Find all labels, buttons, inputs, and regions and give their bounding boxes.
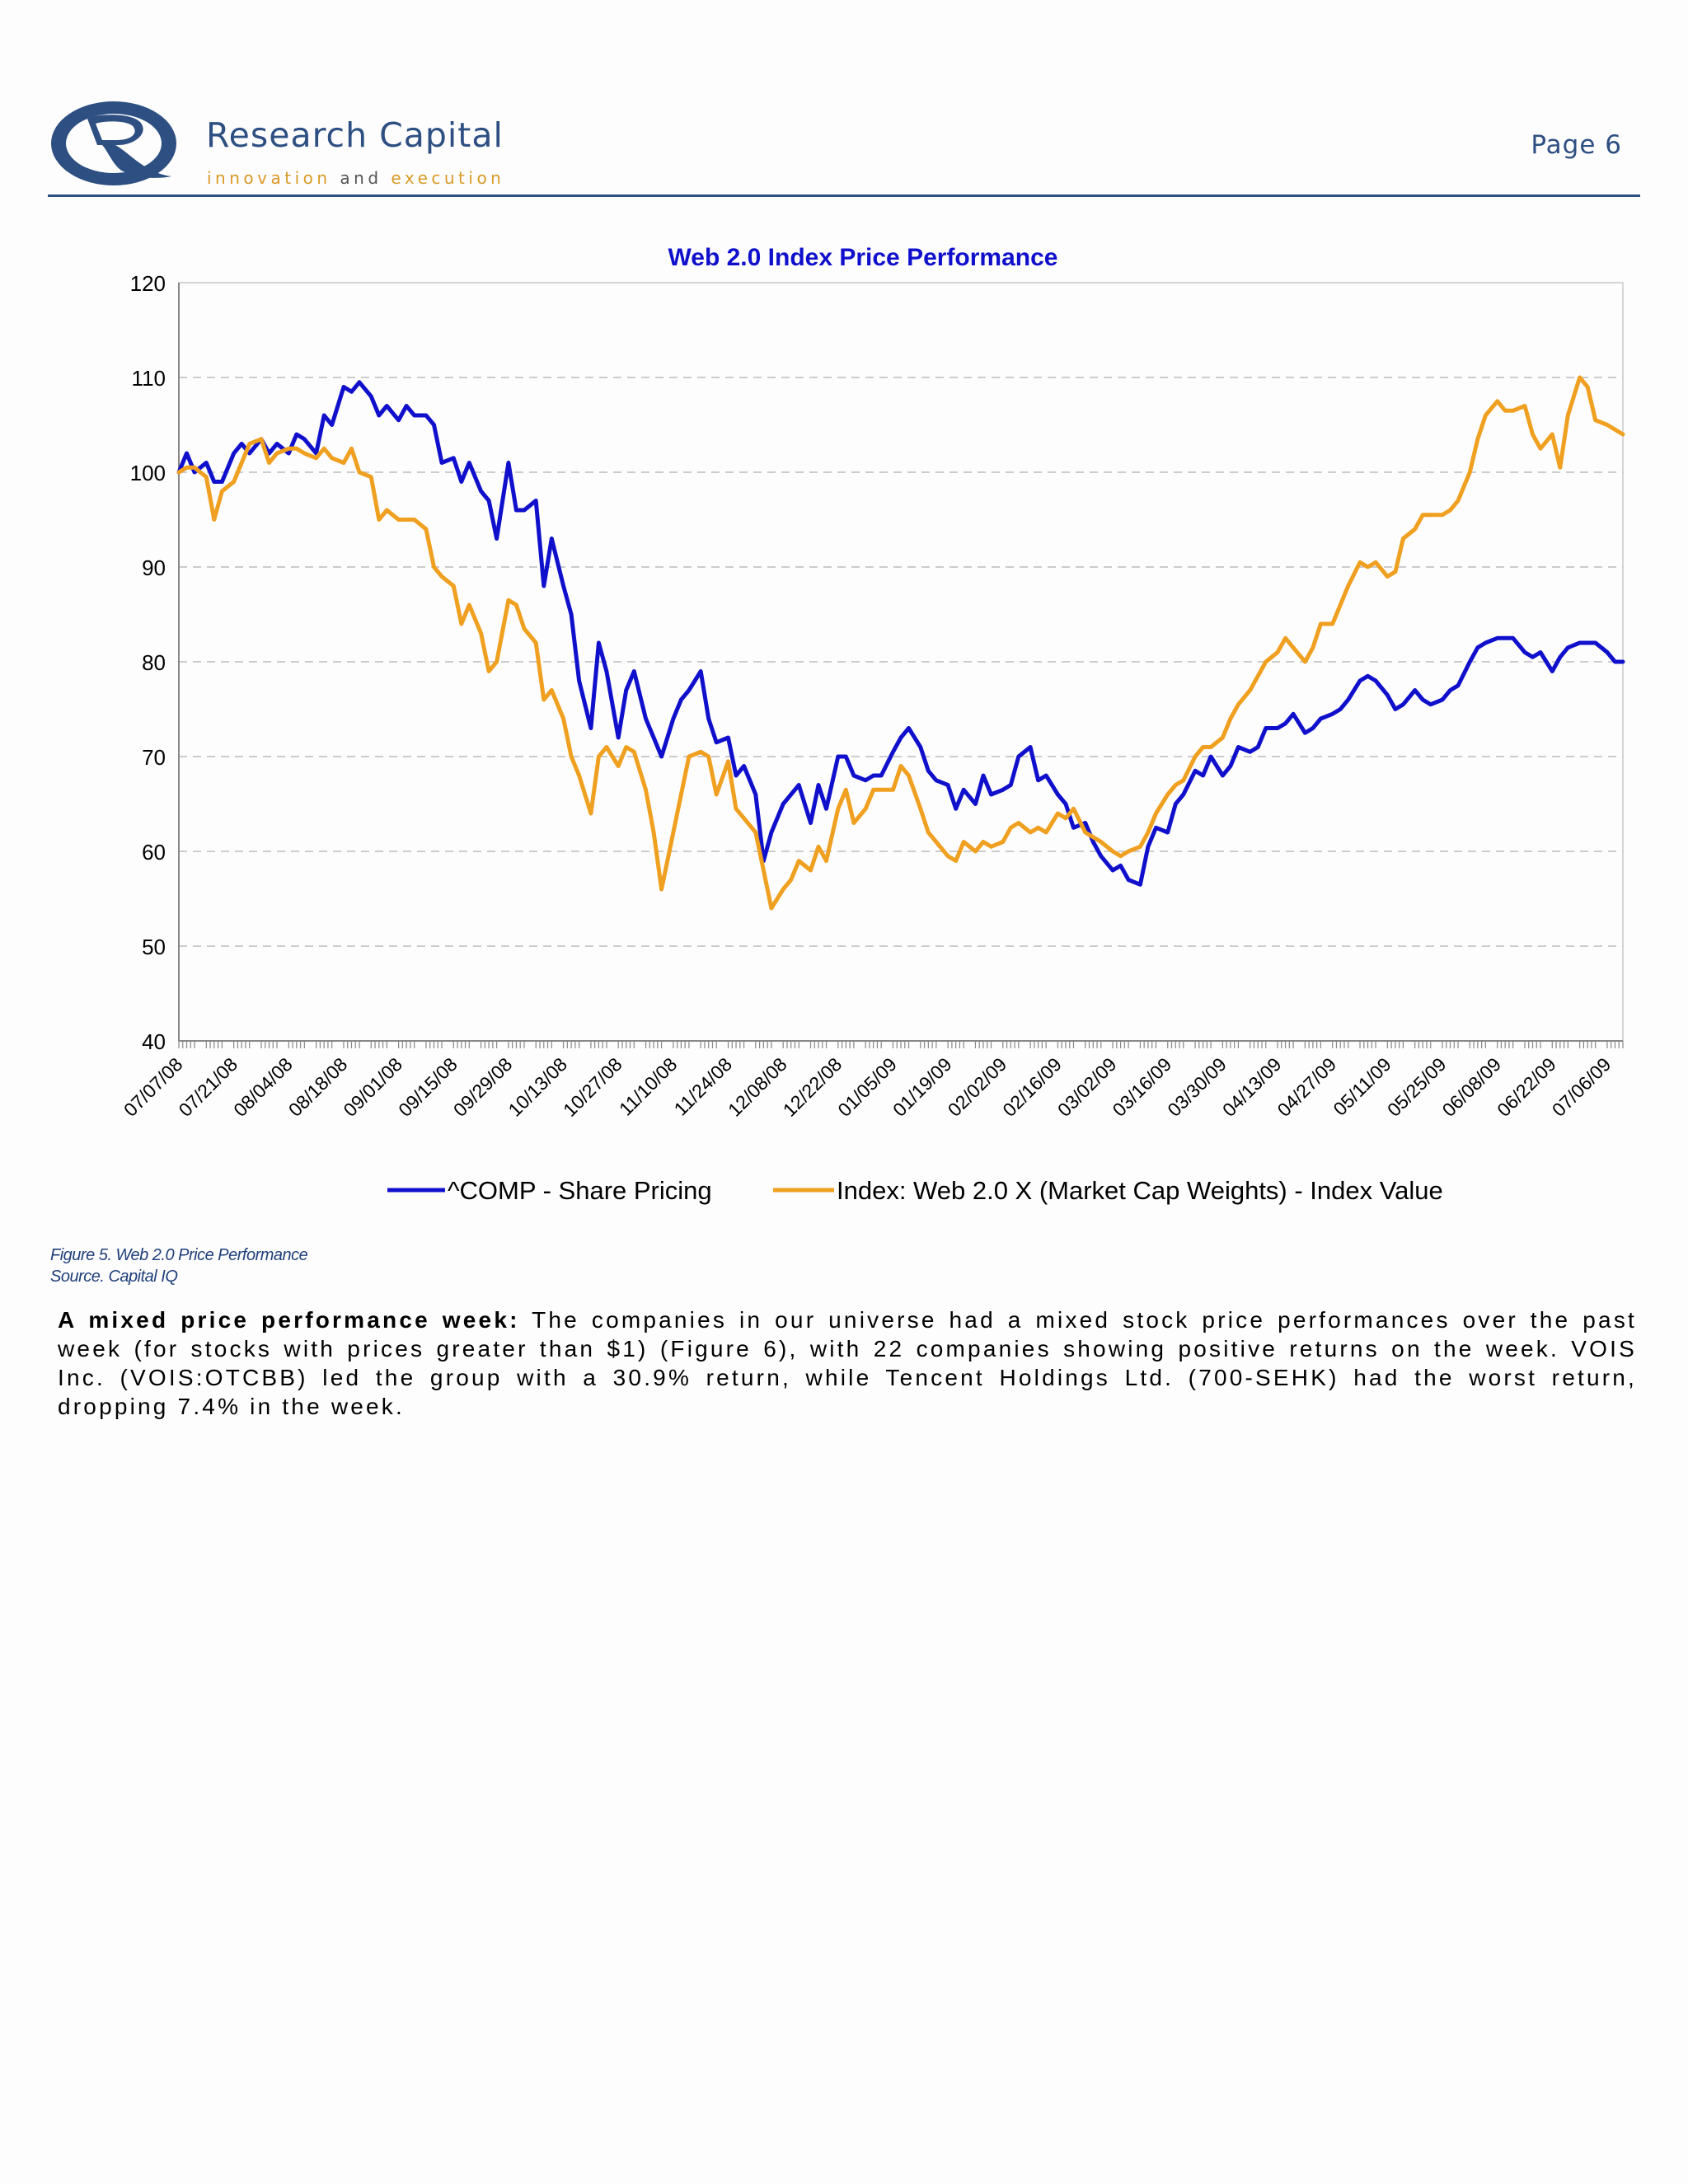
x-tick-label: 06/08/09 — [1437, 1053, 1505, 1121]
body-paragraph: A mixed price performance week: The comp… — [58, 1305, 1637, 1421]
x-tick-label: 02/16/09 — [998, 1053, 1066, 1121]
y-tick-label-60: 60 — [142, 840, 166, 865]
x-tick-label: 09/01/08 — [339, 1053, 406, 1121]
research-capital-logo — [51, 101, 176, 185]
x-tick-label: 07/06/09 — [1548, 1053, 1615, 1121]
x-tick-label: 10/13/08 — [504, 1053, 571, 1121]
tagline-execution: execution — [391, 168, 505, 188]
y-tick-label-90: 90 — [142, 555, 166, 580]
x-tick-label: 05/25/09 — [1383, 1053, 1451, 1121]
x-tick-label: 08/18/08 — [284, 1053, 352, 1121]
x-tick-label: 03/16/09 — [1109, 1053, 1176, 1121]
figure-caption-title: Figure 5. Web 2.0 Price Performance — [50, 1246, 308, 1264]
price-performance-chart: Web 2.0 Index Price Performance 40 50 60 70… — [120, 244, 1625, 1205]
x-tick-label: 02/02/09 — [944, 1053, 1011, 1121]
x-tick-label: 09/15/08 — [394, 1053, 462, 1121]
legend-label-comp: ^COMP - Share Pricing — [448, 1176, 712, 1205]
x-tick-label: 03/02/09 — [1053, 1053, 1121, 1121]
figure-caption-source: Source. Capital IQ — [50, 1268, 178, 1286]
grid-lines — [179, 377, 1623, 947]
x-tick-label: 11/24/08 — [670, 1053, 736, 1119]
y-tick-label-100: 100 — [130, 461, 166, 485]
x-axis-labels: 07/07/0807/21/0808/04/0808/18/0809/01/08… — [120, 1053, 1615, 1121]
x-tick-label: 08/04/08 — [229, 1053, 297, 1121]
y-tick-label-70: 70 — [142, 745, 166, 770]
body-lead: A mixed price performance week: — [58, 1307, 520, 1333]
x-tick-label: 10/27/08 — [559, 1053, 626, 1121]
x-tick-label: 04/27/09 — [1273, 1053, 1341, 1121]
y-tick-label-40: 40 — [142, 1029, 166, 1054]
body-text: The companies in our universe had a mixe… — [58, 1307, 1637, 1419]
x-tick-label: 12/22/08 — [779, 1053, 846, 1121]
y-axis-ticks: 40 50 60 70 80 90 100 110 120 — [130, 271, 166, 1054]
brand-tagline: innovation and execution — [207, 168, 504, 188]
series-lines — [176, 375, 1625, 911]
x-tick-label: 12/08/08 — [724, 1053, 791, 1121]
x-tick-label: 07/21/08 — [174, 1053, 241, 1121]
y-tick-label-50: 50 — [142, 935, 166, 959]
x-tick-label: 03/30/09 — [1163, 1053, 1231, 1121]
header-divider — [48, 194, 1640, 197]
legend-label-web20: Index: Web 2.0 X (Market Cap Weights) - … — [837, 1176, 1443, 1205]
brand-name: Research Capital — [206, 115, 504, 155]
y-tick-label-110: 110 — [132, 366, 166, 391]
x-tick-label: 05/11/09 — [1329, 1053, 1395, 1119]
x-tick-label: 04/13/09 — [1218, 1053, 1286, 1121]
x-tick-label: 06/22/09 — [1493, 1053, 1560, 1121]
tagline-innovation: innovation — [207, 168, 331, 188]
y-tick-label-120: 120 — [130, 271, 166, 296]
x-tick-label: 09/29/08 — [449, 1053, 517, 1121]
x-tick-label: 11/10/08 — [615, 1053, 681, 1119]
chart-title: Web 2.0 Index Price Performance — [668, 244, 1058, 271]
y-tick-label-80: 80 — [142, 650, 166, 675]
tagline-and: and — [331, 168, 392, 188]
series-line-web20 — [176, 375, 1625, 911]
x-tick-label: 01/19/09 — [889, 1053, 956, 1121]
x-tick-label: 07/07/08 — [120, 1053, 187, 1121]
page-header: Research Capital innovation and executio… — [0, 0, 1688, 206]
figure-caption: Figure 5. Web 2.0 Price Performance Sour… — [50, 1244, 308, 1287]
x-axis-minor-ticks — [178, 1041, 1624, 1048]
x-tick-label: 01/05/09 — [833, 1053, 901, 1121]
chart-legend: ^COMP - Share Pricing Index: Web 2.0 X (… — [387, 1176, 1443, 1205]
series-line-comp — [176, 380, 1625, 887]
page-number: Page 6 — [1531, 130, 1622, 160]
